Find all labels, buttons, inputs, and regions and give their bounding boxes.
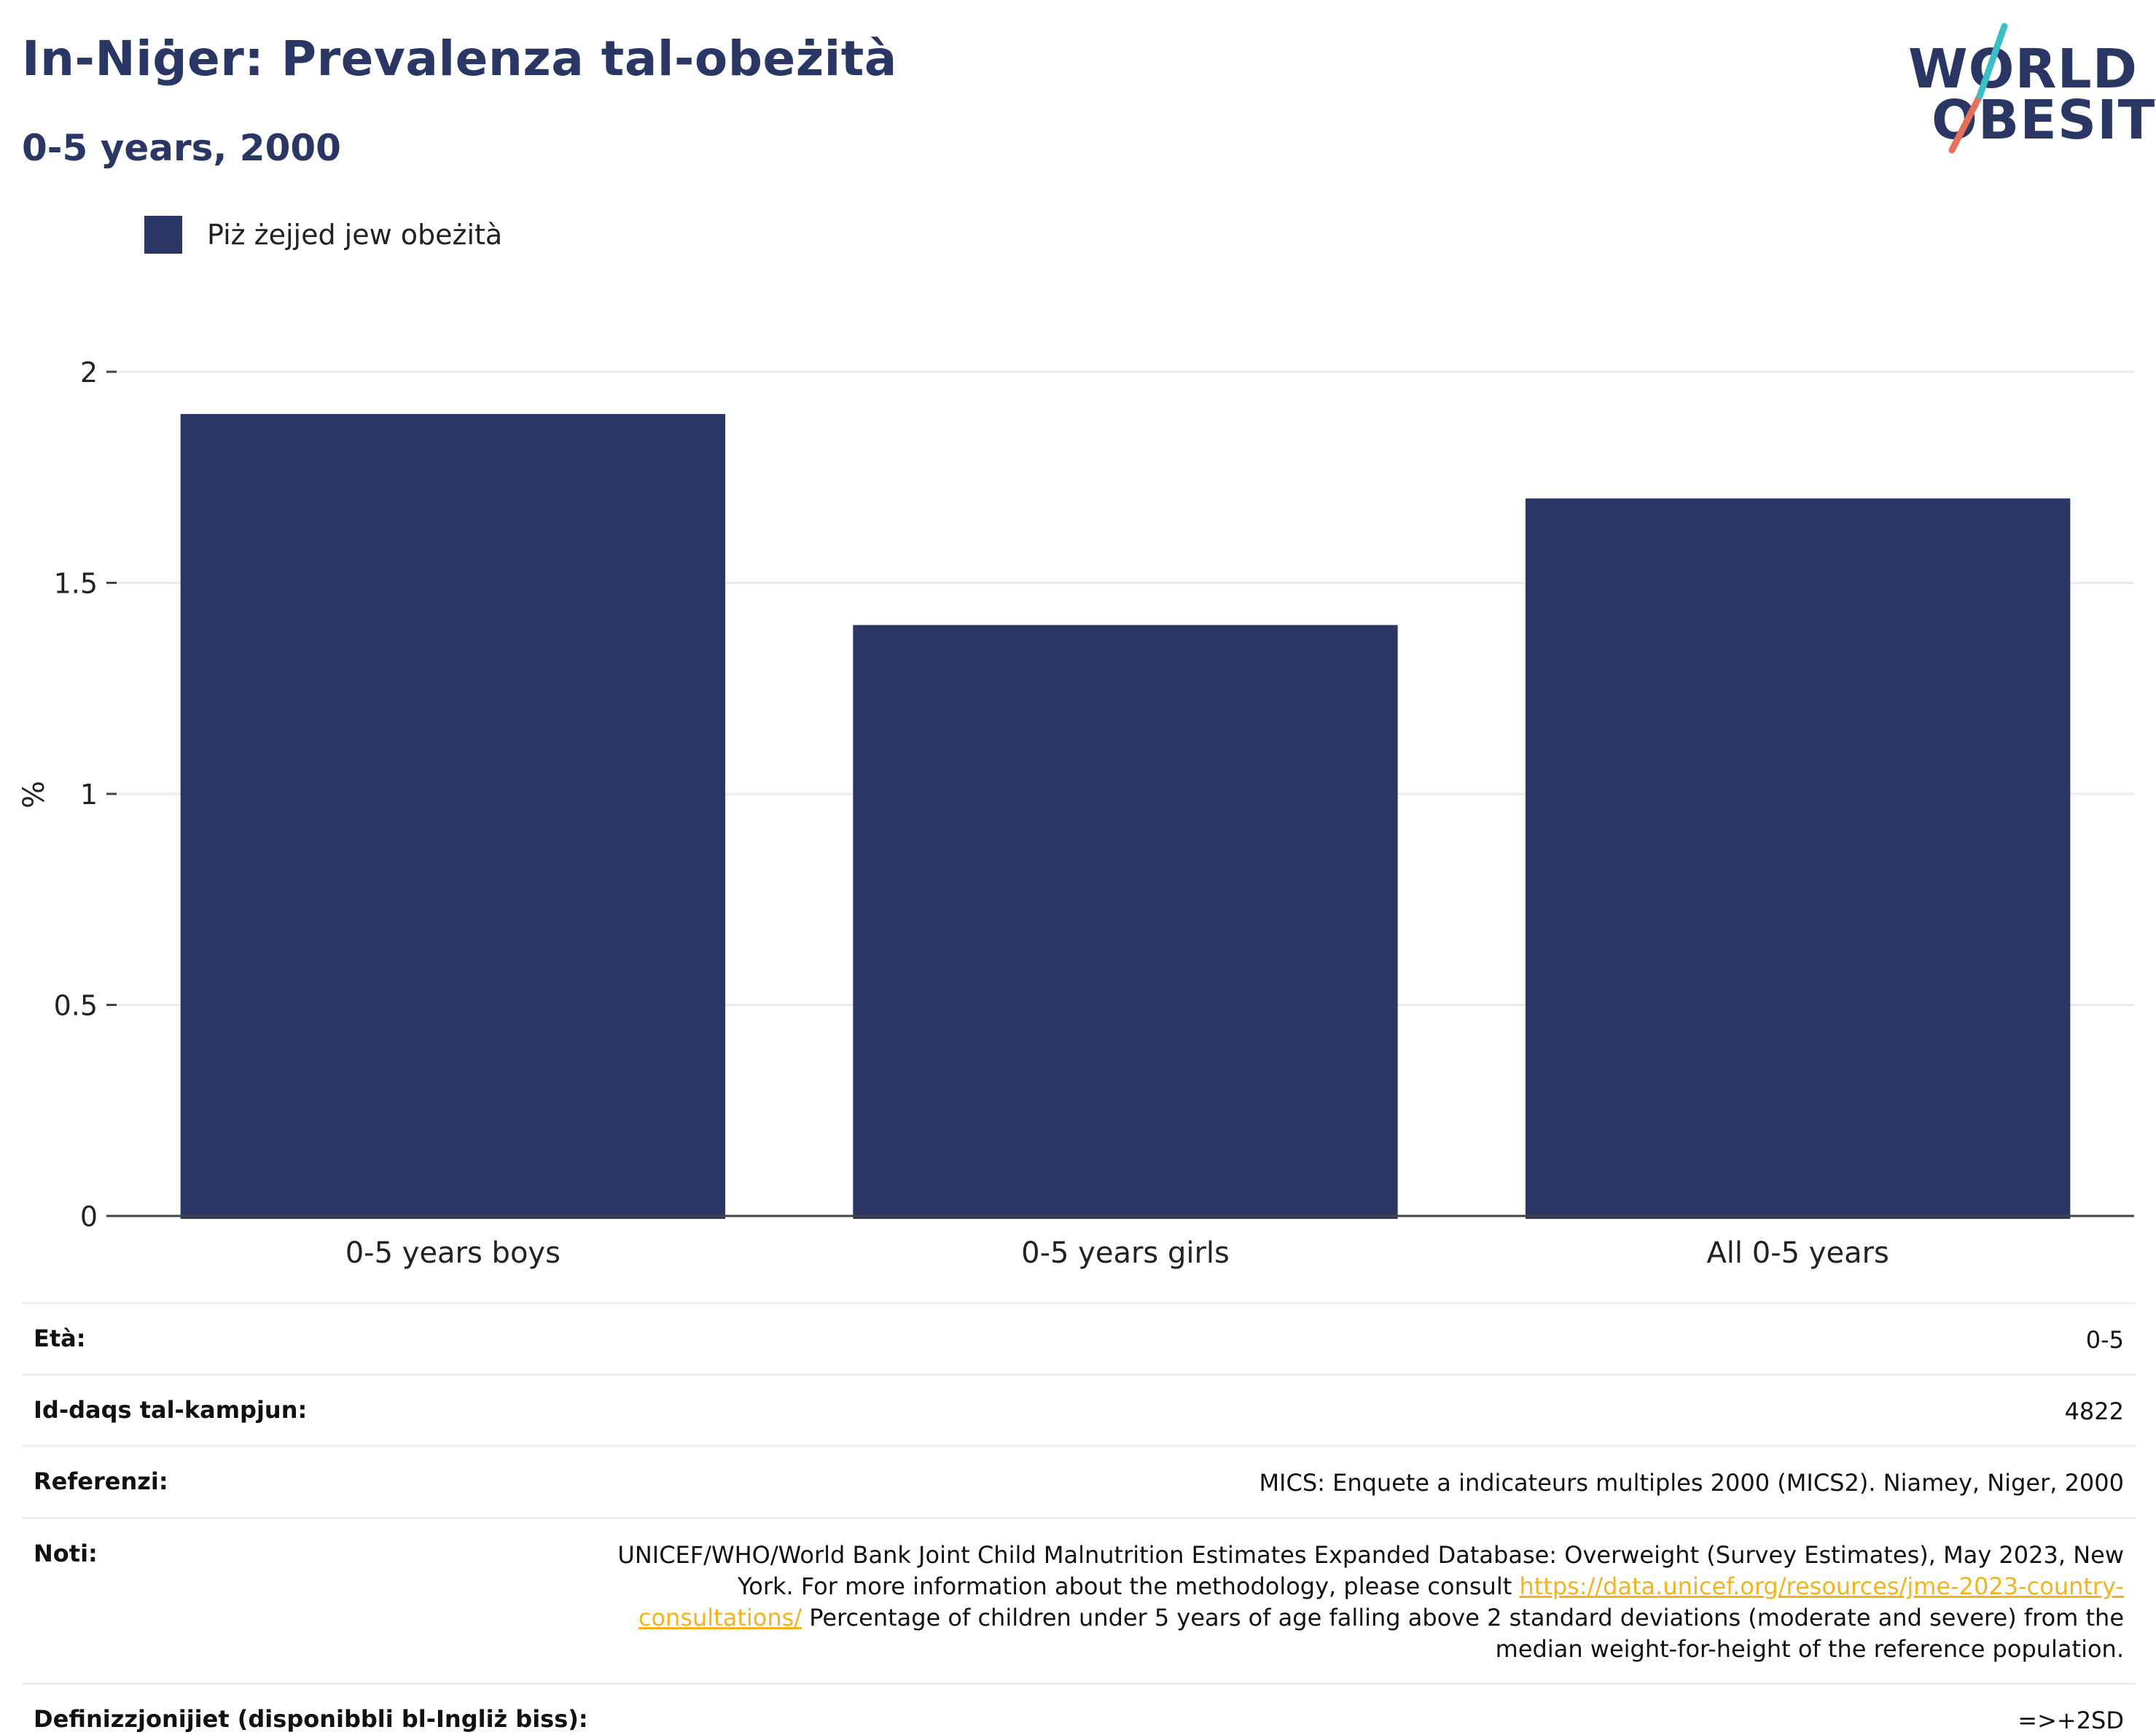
logo-text-world: WORLD: [1908, 38, 2139, 101]
bar[interactable]: [1525, 498, 2071, 1219]
info-key: Id-daqs tal-kampjun:: [34, 1396, 308, 1424]
bar-chart: 0 0.5 1 1.5 2 0-5 years boys 0-5 years girls Al…: [17, 356, 2134, 1270]
y-tick-label: 1.5: [54, 568, 98, 600]
methodology-link[interactable]: https://data.unicef.org/resources/jme-20…: [638, 1572, 2124, 1631]
x-tick-label: All 0-5 years: [1706, 1236, 1889, 1270]
y-tick-label: 0: [80, 1201, 98, 1233]
info-row-age: Età: 0-5: [22, 1302, 2136, 1373]
notes-text-after: Percentage of children under 5 years of …: [802, 1603, 2124, 1664]
bars: [180, 413, 2071, 1219]
info-row-definitions: Definizzjonijiet (disponibbli bl-Ingliż …: [22, 1683, 2136, 1735]
bar[interactable]: [853, 625, 1398, 1219]
info-key: Referenzi:: [34, 1467, 168, 1496]
y-tick-label: 1: [80, 779, 98, 811]
world-obesity-logo: WORLD OBESITY: [1895, 20, 2156, 159]
y-tick-label: 0.5: [54, 990, 98, 1022]
info-table: Età: 0-5 Id-daqs tal-kampjun: 4822 Refer…: [22, 1302, 2136, 1735]
legend-label: Piż żejjed jew obeżità: [207, 219, 503, 251]
axes: 0 0.5 1 1.5 2 0-5 years boys 0-5 years girls Al…: [54, 356, 2134, 1270]
legend-swatch: [144, 216, 182, 254]
notes-text-before: UNICEF/WHO/World Bank Joint Child Malnut…: [617, 1540, 2124, 1600]
info-key: Noti:: [34, 1539, 98, 1567]
page-title: In-Niġer: Prevalenza tal-obeżità: [22, 31, 897, 87]
y-tick-label: 2: [80, 356, 98, 389]
info-key: Età:: [34, 1325, 86, 1352]
x-tick-label: 0-5 years girls: [1021, 1236, 1230, 1270]
page-subtitle: 0-5 years, 2000: [22, 127, 341, 169]
info-key: Definizzjonijiet (disponibbli bl-Ingliż …: [34, 1705, 588, 1734]
logo-slash-icon: [1948, 23, 2008, 154]
x-tick-label: 0-5 years boys: [345, 1236, 561, 1270]
info-row-sample-size: Id-daqs tal-kampjun: 4822: [22, 1373, 2136, 1445]
y-axis-label: %: [17, 781, 51, 808]
bar[interactable]: [180, 413, 726, 1219]
info-value: =>+2SD: [2018, 1707, 2124, 1735]
chart-legend[interactable]: Piż żejjed jew obeżità: [144, 216, 502, 254]
info-row-notes: Noti: UNICEF/WHO/World Bank Joint Child …: [22, 1516, 2136, 1683]
info-value-notes: UNICEF/WHO/World Bank Joint Child Malnut…: [593, 1540, 2124, 1666]
info-value: MICS: Enquete a indicateurs multiples 20…: [1259, 1469, 2124, 1497]
info-row-references: Referenzi: MICS: Enquete a indicateurs m…: [22, 1445, 2136, 1516]
info-value: 4822: [2064, 1397, 2124, 1426]
info-value: 0-5: [2085, 1326, 2124, 1354]
